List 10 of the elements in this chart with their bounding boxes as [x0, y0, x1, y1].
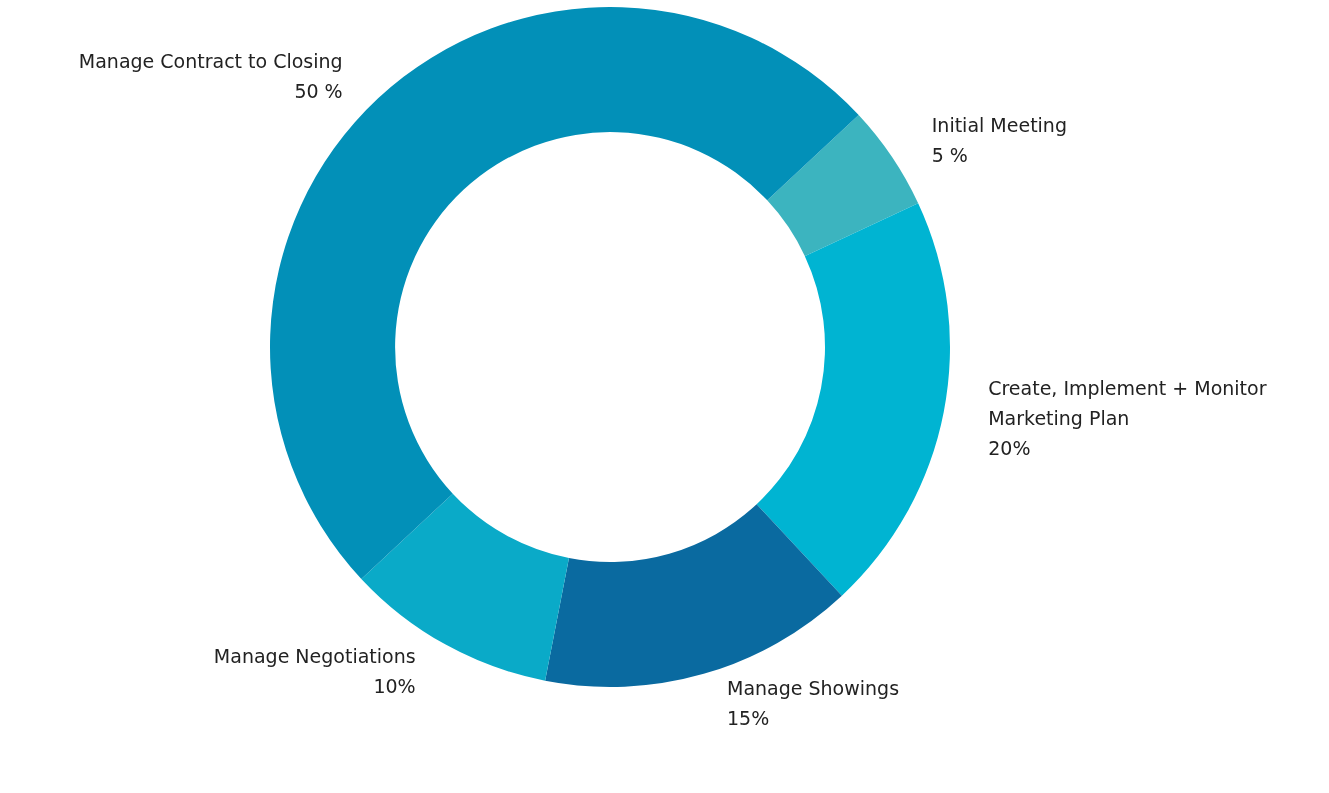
- data-label: 50 %: [294, 80, 343, 103]
- slice-label: Create, Implement + Monitor Marketing Plan: [988, 376, 1267, 429]
- slice-label: Manage Negotiations: [213, 644, 416, 667]
- data-label: 10%: [373, 674, 416, 697]
- slice-label: Initial Meeting: [931, 114, 1067, 137]
- data-label: 20%: [988, 436, 1031, 459]
- data-label: 15%: [726, 706, 770, 729]
- slice-label: Manage Showings: [726, 676, 900, 699]
- data-label: 5 %: [931, 144, 968, 167]
- slice-label: Manage Contract to Closing: [78, 50, 343, 73]
